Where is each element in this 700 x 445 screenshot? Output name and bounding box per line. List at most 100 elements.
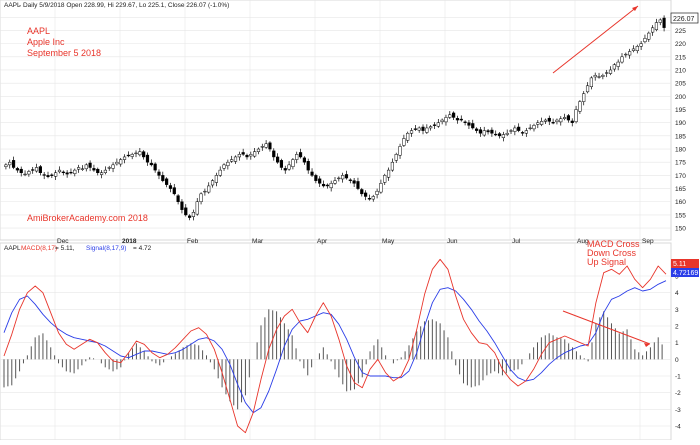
candle-body <box>279 160 284 168</box>
candle-body <box>643 38 647 43</box>
candle-body <box>356 181 360 189</box>
x-tick-label: Jul <box>512 238 521 245</box>
price-y-tick-label: 155 <box>675 212 686 219</box>
x-tick-label: Sep <box>642 238 654 245</box>
macd-y-tick-label: -2 <box>675 390 681 397</box>
candle-body <box>536 122 540 125</box>
candle-body <box>467 122 471 126</box>
candle-body <box>379 183 383 193</box>
macd-header-macd-label: MACD(8,17) <box>21 245 57 252</box>
price-y-tick-label: 165 <box>675 186 686 193</box>
candle-body <box>394 154 398 161</box>
candle-body <box>344 174 349 179</box>
candle-body <box>517 126 521 131</box>
candle-body <box>260 146 264 148</box>
candle-body <box>138 151 142 156</box>
candle-body <box>413 128 417 130</box>
candle-body <box>570 120 574 123</box>
candle-body <box>608 69 613 74</box>
candle-body <box>245 154 249 158</box>
grid-layer <box>0 0 671 440</box>
annotation-watermark: AmiBrokerAcademy.com 2018 <box>27 213 148 223</box>
signal-line <box>3 280 667 414</box>
candle-body <box>463 121 467 123</box>
candle-body <box>96 168 100 174</box>
candle-body <box>77 167 81 170</box>
macd-y-tick-label: -1 <box>675 374 681 381</box>
candle-body <box>612 64 616 70</box>
candle-body <box>478 129 482 134</box>
candle-body <box>46 175 50 177</box>
candle-body <box>107 167 111 169</box>
candle-body <box>27 171 31 175</box>
candle-body <box>203 190 207 193</box>
candle-body <box>360 189 364 195</box>
price-y-tick-label: 180 <box>675 147 686 154</box>
macd-header-symbol: AAPL <box>4 245 21 252</box>
macd-last-value: 5.11 <box>673 261 686 268</box>
candle-body <box>406 132 410 141</box>
candle-body <box>130 154 134 157</box>
macd-y-tick-label: 3 <box>675 307 679 314</box>
candle-body <box>298 152 303 158</box>
candle-body <box>218 169 222 176</box>
macd-header-macd-value: = 5.11, <box>55 245 75 252</box>
x-tick-label: Dec <box>57 238 69 245</box>
candle-body <box>482 130 486 136</box>
macd-y-tick-label: -4 <box>675 424 681 431</box>
candle-body <box>471 123 475 129</box>
x-tick-label: 2018 <box>122 238 137 245</box>
candle-body <box>448 114 452 118</box>
candle-body <box>318 178 322 184</box>
candle-body <box>80 168 85 170</box>
candle-body <box>241 152 245 155</box>
candle-body <box>402 138 406 146</box>
candle-body <box>524 130 528 134</box>
candle-body <box>367 198 372 200</box>
candle-body <box>321 183 326 187</box>
candle-body <box>230 159 234 162</box>
x-tick-label: May <box>382 238 395 245</box>
candle-body <box>444 117 448 123</box>
x-tick-label: Apr <box>317 238 328 245</box>
candle-body <box>325 184 329 187</box>
candle-body <box>543 119 548 122</box>
candle-body <box>452 112 456 118</box>
candle-body <box>421 126 425 131</box>
price-panel-frame <box>0 0 672 241</box>
macd-downtrend-arrow-line <box>562 310 651 345</box>
macd-y-tick-label: 4 <box>675 290 679 297</box>
candle-body <box>314 175 318 181</box>
price-y-tick-label: 200 <box>675 94 686 101</box>
candle-body <box>639 43 643 47</box>
candle-body <box>195 201 199 215</box>
candle-body <box>38 166 42 174</box>
candle-body <box>264 143 268 148</box>
candle-body <box>42 174 46 176</box>
price-uptrend-arrow-line <box>552 5 639 74</box>
candle-body <box>92 168 96 171</box>
candle-body <box>184 207 188 216</box>
candle-body <box>23 173 27 176</box>
price-y-tick-label: 185 <box>675 133 686 140</box>
price-y-tick-label: 220 <box>675 41 686 48</box>
price-y-tick-label: 210 <box>675 67 686 74</box>
candle-body <box>390 161 394 171</box>
annotation-macd-cross: MACD Cross <box>587 239 640 249</box>
candle-body <box>54 172 58 177</box>
candle-body <box>233 156 238 162</box>
signal-last-value: 4.72169 <box>673 270 698 277</box>
candle-body <box>540 121 544 125</box>
price-y-tick-label: 195 <box>675 107 686 114</box>
candle-body <box>662 17 666 28</box>
candle-body <box>111 164 115 169</box>
candle-body <box>409 130 414 134</box>
candle-body <box>628 51 632 56</box>
candle-body <box>337 177 341 180</box>
macd-line <box>3 258 667 434</box>
candle-body <box>474 128 479 131</box>
candle-body <box>8 161 12 166</box>
x-tick-label: Aug <box>577 238 589 245</box>
candle-body <box>658 19 662 23</box>
candle-body <box>268 142 272 150</box>
